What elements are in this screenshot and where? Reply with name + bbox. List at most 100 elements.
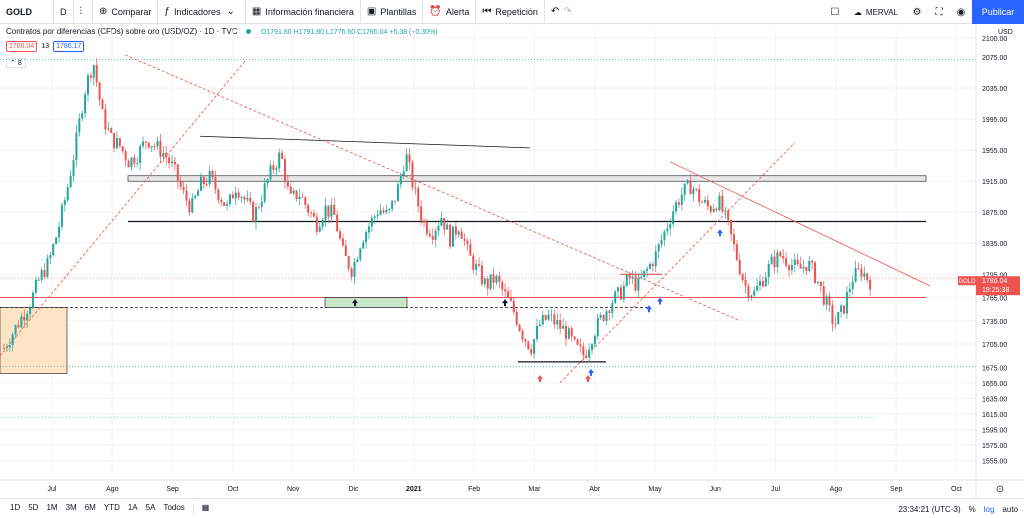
time-tick-label: Jul bbox=[48, 486, 57, 493]
candle-body bbox=[469, 244, 472, 256]
candle-body bbox=[87, 75, 90, 95]
layout-select-icon[interactable]: ☐ bbox=[830, 6, 840, 18]
candle-body bbox=[811, 260, 814, 263]
clock-time[interactable]: 23:34:21 (UTC-3) bbox=[898, 504, 961, 514]
candle-body bbox=[738, 259, 741, 275]
candle-body bbox=[495, 276, 498, 283]
candle-body bbox=[480, 265, 483, 285]
range-3m[interactable]: 3M bbox=[65, 502, 77, 512]
undo-redo: ↶ ↷ bbox=[545, 0, 582, 24]
candle-body bbox=[101, 99, 104, 110]
price-tick-label: 1915.00 bbox=[982, 179, 1007, 186]
range-1a[interactable]: 1A bbox=[127, 502, 138, 512]
candle-body bbox=[698, 189, 701, 203]
candle-body bbox=[72, 160, 75, 176]
range-selector: 1D 5D 1M 3M 6M YTD 1A 5A Todos ▦ bbox=[6, 502, 213, 515]
range-todos[interactable]: Todos bbox=[163, 502, 185, 512]
candle-body bbox=[217, 189, 220, 201]
candle-body bbox=[718, 195, 721, 211]
market-status-icon bbox=[245, 29, 251, 34]
templates-label: Plantillas bbox=[380, 6, 417, 17]
candle-body bbox=[605, 311, 608, 321]
interval-button[interactable]: D bbox=[54, 0, 74, 24]
compare-button[interactable]: ⊕ Comparar bbox=[93, 0, 159, 24]
range-divider bbox=[192, 502, 194, 515]
financials-button[interactable]: ▦ Información financiera bbox=[246, 0, 361, 24]
candle-body bbox=[709, 206, 712, 212]
range-5d[interactable]: 5D bbox=[28, 502, 39, 512]
candle-body bbox=[365, 232, 368, 243]
price-tick-label: 2100.00 bbox=[982, 36, 1007, 43]
range-6m[interactable]: 6M bbox=[84, 502, 96, 512]
candle-body bbox=[84, 94, 87, 114]
bar-style-button[interactable]: ⫶ bbox=[74, 0, 93, 24]
price-tick-label: 1995.00 bbox=[982, 117, 1007, 124]
goto-date-icon: ⊙ bbox=[996, 484, 1004, 495]
compare-label: Comparar bbox=[111, 6, 152, 17]
candle-body bbox=[825, 296, 828, 305]
candle-body bbox=[527, 341, 530, 350]
range-ytd[interactable]: YTD bbox=[103, 502, 120, 512]
calendar-icon[interactable]: ▦ bbox=[201, 502, 210, 512]
candle-body bbox=[472, 255, 475, 270]
candle-body bbox=[165, 152, 168, 158]
price-tick-label: 1655.00 bbox=[982, 381, 1007, 388]
candle-body bbox=[857, 268, 860, 269]
candle-body bbox=[130, 157, 133, 168]
countdown-label: 19:25:38 bbox=[982, 287, 1009, 294]
camera-icon[interactable]: ◉ bbox=[956, 6, 966, 18]
candle-body bbox=[634, 276, 637, 291]
publish-button[interactable]: Publicar bbox=[972, 0, 1024, 24]
candle-body bbox=[359, 248, 362, 260]
candle-body bbox=[802, 266, 805, 269]
watch-symbol[interactable]: ☁ MERVAL bbox=[846, 0, 906, 24]
range-5a[interactable]: 5A bbox=[145, 502, 156, 512]
candle-body bbox=[304, 197, 307, 205]
undo-icon[interactable]: ↶ bbox=[550, 6, 560, 17]
buy-price-button[interactable]: 1786.17 bbox=[53, 41, 85, 52]
price-tick-label: 1835.00 bbox=[982, 241, 1007, 248]
percent-toggle[interactable]: % bbox=[968, 504, 976, 514]
candle-body bbox=[657, 244, 660, 252]
alert-button[interactable]: ⏰ Alerta bbox=[423, 0, 477, 24]
candle-body bbox=[544, 315, 547, 320]
candle-body bbox=[237, 192, 240, 198]
candle-body bbox=[176, 164, 179, 182]
log-toggle[interactable]: log bbox=[983, 504, 995, 514]
indicators-button[interactable]: ƒ Indicadores ⌄ bbox=[158, 0, 246, 24]
candle-body bbox=[724, 210, 727, 212]
sell-price-button[interactable]: 1786.04 bbox=[6, 41, 38, 52]
redo-icon[interactable]: ↷ bbox=[563, 6, 572, 17]
candle-body bbox=[240, 197, 243, 198]
range-1d[interactable]: 1D bbox=[10, 502, 21, 512]
candle-body bbox=[179, 181, 182, 188]
candle-body bbox=[49, 254, 52, 259]
settings-icon[interactable]: ⚙ bbox=[912, 6, 922, 18]
candle-body bbox=[837, 312, 840, 325]
candle-body bbox=[747, 286, 750, 298]
candle-body bbox=[483, 278, 486, 285]
auto-toggle[interactable]: auto bbox=[1002, 504, 1018, 514]
price-tick-label: 2075.00 bbox=[982, 55, 1007, 62]
symbol-search[interactable]: GOLD bbox=[0, 0, 54, 24]
candle-body bbox=[34, 279, 37, 293]
candle-body bbox=[776, 252, 779, 268]
candle-body bbox=[318, 226, 321, 232]
currency-label[interactable]: USD bbox=[998, 29, 1013, 36]
replay-button[interactable]: ⏮ Repetición bbox=[476, 0, 545, 24]
range-1m[interactable]: 1M bbox=[46, 502, 58, 512]
merval-label: MERVAL bbox=[865, 7, 898, 17]
legend-collapse-button[interactable]: ⌃ 8 bbox=[6, 58, 26, 68]
candle-body bbox=[732, 234, 735, 245]
candle-body bbox=[727, 210, 730, 220]
templates-button[interactable]: ▣ Plantillas bbox=[361, 0, 424, 24]
candle-body bbox=[851, 281, 854, 290]
candle-body bbox=[498, 276, 501, 283]
candle-body bbox=[617, 287, 620, 292]
fullscreen-icon[interactable]: ⛶ bbox=[935, 6, 943, 18]
candle-body bbox=[521, 330, 524, 340]
candle-body bbox=[312, 213, 315, 217]
candle-body bbox=[562, 325, 565, 329]
candle-body bbox=[507, 291, 510, 298]
